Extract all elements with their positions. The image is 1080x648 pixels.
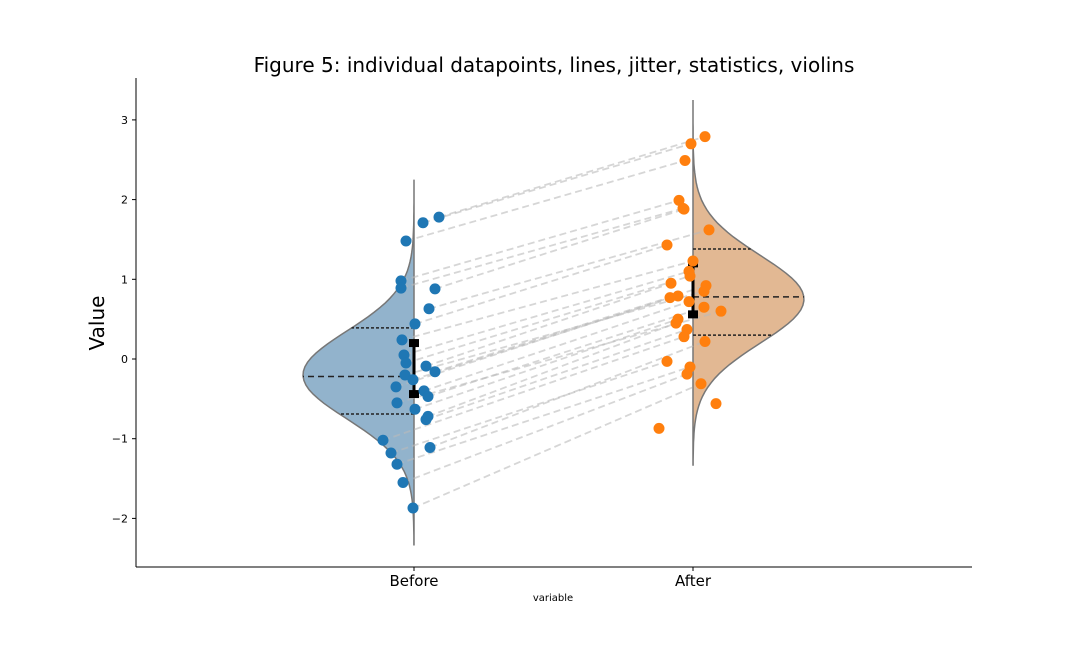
datapoint-after <box>698 301 710 313</box>
datapoint-after <box>661 355 673 367</box>
paired-line <box>429 340 706 449</box>
paired-line <box>414 244 668 325</box>
datapoints-layer <box>377 131 727 514</box>
datapoint-after <box>685 138 697 150</box>
datapoint-after <box>681 368 693 380</box>
paired-line <box>400 207 684 289</box>
paired-line <box>382 335 685 442</box>
chart-title: Figure 5: individual datapoints, lines, … <box>254 53 855 77</box>
paired-line <box>425 328 688 421</box>
paired-line <box>404 290 705 376</box>
datapoint-after <box>683 296 695 308</box>
datapoint-before <box>377 434 389 446</box>
datapoint-after <box>687 255 699 267</box>
violins-layer <box>302 99 805 546</box>
ci-cap-before <box>409 390 419 399</box>
datapoint-before <box>409 403 421 415</box>
datapoint-after <box>703 224 715 236</box>
datapoint-before <box>423 303 435 315</box>
datapoint-after <box>695 378 707 390</box>
datapoint-before <box>395 282 407 294</box>
paired-line <box>412 382 702 509</box>
paired-lines-layer <box>382 135 722 509</box>
datapoint-before <box>397 477 409 489</box>
paired-line <box>425 282 672 368</box>
datapoint-before <box>390 381 402 393</box>
paired-line <box>402 373 688 484</box>
datapoint-before <box>420 360 432 372</box>
datapoint-before <box>433 211 445 223</box>
ci-cap-after <box>688 310 698 319</box>
datapoint-after <box>710 398 722 410</box>
datapoint-after <box>684 270 696 282</box>
paired-line <box>422 142 692 224</box>
datapoint-before <box>420 414 432 426</box>
paired-line <box>395 296 671 388</box>
datapoint-before <box>391 397 403 409</box>
y-tick-label: 1 <box>121 273 128 286</box>
ci-cap-before <box>409 339 419 348</box>
datapoint-before <box>409 318 421 330</box>
paired-line <box>414 318 679 411</box>
paired-line <box>400 199 680 282</box>
x-tick-label-after: After <box>675 572 712 590</box>
datapoint-before <box>417 217 429 229</box>
datapoint-after <box>670 317 682 329</box>
axes-layer: −2 −1 0 1 2 3 Before After <box>112 78 972 590</box>
violin-before <box>302 179 415 546</box>
datapoint-after <box>679 155 691 167</box>
y-axis-label: Value <box>85 296 109 351</box>
paired-line <box>423 300 690 392</box>
y-tick-label: 0 <box>121 353 128 366</box>
datapoint-before <box>429 366 441 378</box>
datapoint-before <box>407 374 419 386</box>
paired-line <box>396 366 691 466</box>
datapoint-before <box>400 357 412 369</box>
datapoint-before <box>391 458 403 470</box>
x-tick-label-before: Before <box>389 572 438 590</box>
y-tick-label: 2 <box>121 194 128 207</box>
paired-line <box>403 270 690 356</box>
datapoint-before <box>399 369 411 381</box>
datapoint-before <box>396 334 408 346</box>
datapoint-before <box>429 283 441 295</box>
paired-line <box>405 159 686 242</box>
datapoint-before <box>385 447 397 459</box>
y-tick-label: −1 <box>112 433 128 446</box>
datapoint-before <box>424 441 436 453</box>
datapoint-after <box>678 203 690 215</box>
datapoint-after <box>678 331 690 343</box>
datapoint-before <box>422 390 434 402</box>
paired-line <box>427 322 677 418</box>
datapoint-before <box>407 502 419 514</box>
datapoint-after <box>661 239 673 251</box>
datapoint-after <box>665 277 677 289</box>
paired-line <box>405 275 691 364</box>
datapoint-after <box>653 422 665 434</box>
datapoint-after <box>699 131 711 143</box>
y-tick-label: −2 <box>112 512 128 525</box>
violin-after <box>692 99 805 466</box>
datapoint-after <box>715 305 727 317</box>
paired-line <box>390 360 668 454</box>
datapoint-after <box>698 285 710 297</box>
datapoint-after <box>699 335 711 347</box>
y-tick-label: 3 <box>121 114 128 127</box>
x-axis-label: variable <box>533 593 573 604</box>
paired-line <box>401 260 694 341</box>
datapoint-after <box>664 292 676 304</box>
datapoint-before <box>400 235 412 247</box>
paired-line <box>438 135 706 218</box>
